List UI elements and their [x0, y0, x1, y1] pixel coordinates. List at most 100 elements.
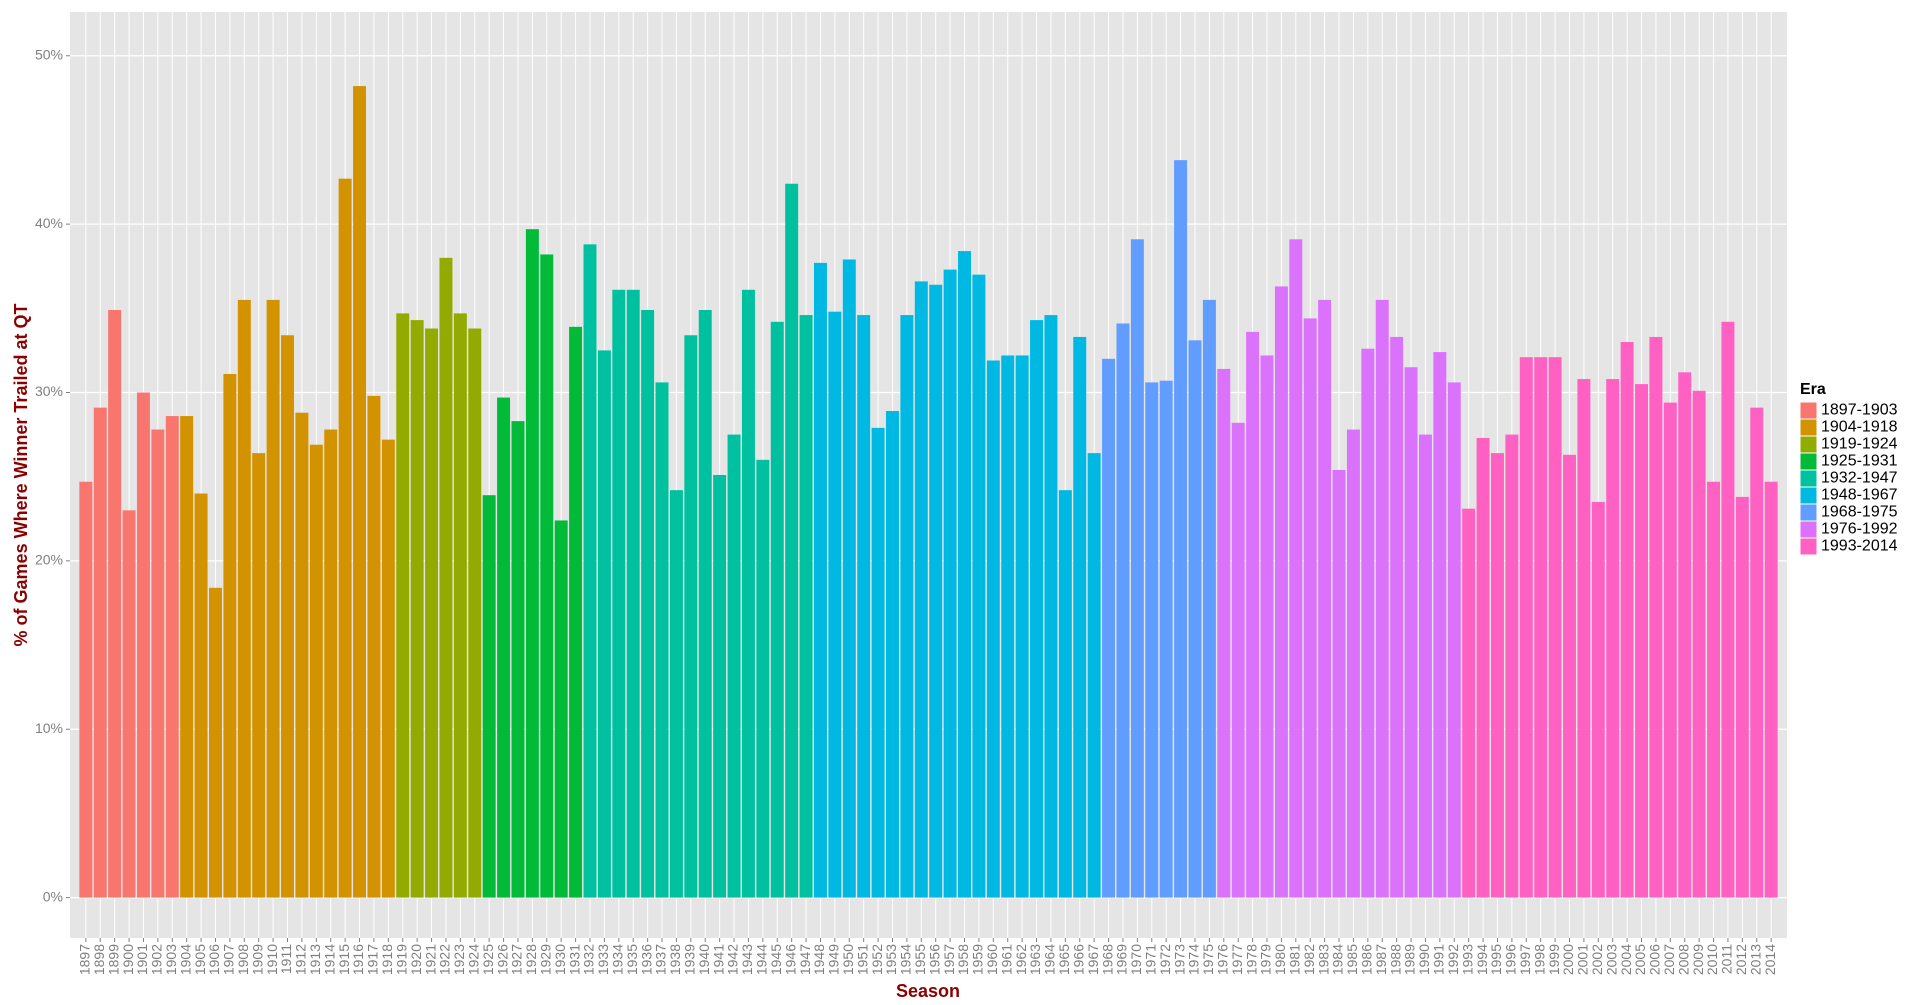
x-tick-label: 2011	[1719, 944, 1735, 974]
bar	[1577, 379, 1591, 898]
bar	[1318, 299, 1332, 898]
x-tick-label: 1937	[653, 944, 669, 975]
bar	[1202, 299, 1216, 898]
bar	[1390, 336, 1404, 898]
bar	[842, 259, 856, 898]
x-tick-label: 1991	[1431, 944, 1447, 975]
x-tick-label: 1979	[1258, 944, 1274, 975]
bar	[871, 427, 885, 898]
x-tick-label: 1958	[955, 944, 971, 975]
x-tick-label: 1941	[710, 944, 726, 975]
x-tick-label: 1907	[221, 944, 237, 975]
x-tick-label: 1918	[379, 944, 395, 975]
bar	[194, 493, 208, 898]
bar	[756, 459, 770, 898]
bar	[381, 439, 395, 898]
x-tick-label: 1992	[1445, 944, 1461, 975]
bar	[641, 310, 655, 898]
x-tick-label: 1944	[754, 944, 770, 975]
x-tick-label: 2001	[1575, 944, 1591, 975]
bar	[1289, 239, 1303, 898]
x-tick-label: 1971	[1142, 944, 1158, 975]
x-tick-label: 1993	[1459, 944, 1475, 975]
x-tick-label: 1929	[537, 944, 553, 975]
legend-key	[1799, 503, 1818, 522]
bar	[209, 587, 222, 898]
bar	[828, 311, 842, 898]
bar	[1462, 508, 1476, 898]
bar	[1764, 481, 1778, 898]
x-tick-label: 1974	[1186, 944, 1202, 975]
x-tick-label: 1989	[1402, 944, 1418, 975]
x-tick-label: 1936	[638, 944, 654, 975]
bar	[1231, 422, 1245, 898]
bar	[1246, 331, 1260, 898]
x-tick-label: 2010	[1704, 944, 1720, 975]
x-tick-label: 2008	[1675, 944, 1691, 975]
bar	[540, 254, 554, 898]
x-tick-label: 2000	[1560, 944, 1576, 975]
x-tick-label: 1967	[1085, 944, 1101, 975]
legend-title: Era	[1800, 381, 1826, 398]
bar	[1174, 160, 1188, 898]
x-tick-label: 1943	[739, 944, 755, 975]
bar	[252, 453, 266, 898]
x-tick-label: 1959	[970, 944, 986, 975]
bar	[799, 315, 813, 898]
legend-key	[1799, 486, 1818, 505]
bar	[943, 269, 957, 898]
legend-key	[1799, 401, 1818, 420]
bar	[1260, 355, 1274, 898]
bar	[929, 284, 943, 898]
x-tick-label: 1897	[77, 944, 93, 975]
y-tick-label: 10%	[35, 720, 63, 736]
bar	[468, 328, 482, 898]
bar	[309, 444, 323, 898]
legend-label: 1919-1924	[1821, 436, 1898, 453]
bar	[1519, 357, 1533, 898]
x-tick-label: 1972	[1157, 944, 1173, 975]
legend-label: 1897-1903	[1821, 402, 1898, 419]
bar	[914, 281, 928, 898]
x-tick-label: 1995	[1488, 944, 1504, 975]
x-tick-label: 2003	[1603, 944, 1619, 975]
bar	[1433, 352, 1447, 898]
bar	[396, 313, 410, 898]
x-tick-label: 2012	[1733, 944, 1749, 975]
bar	[1404, 367, 1418, 898]
bar	[93, 407, 107, 898]
bar	[1188, 340, 1202, 898]
bar	[1102, 358, 1116, 898]
bar	[1620, 341, 1634, 898]
bar	[626, 289, 640, 898]
x-tick-label: 1901	[134, 944, 150, 975]
legend-key	[1799, 435, 1818, 454]
x-tick-label: 1950	[840, 944, 856, 975]
x-tick-label: 1961	[998, 944, 1014, 975]
bar	[1663, 402, 1677, 898]
bar	[511, 421, 525, 898]
bar	[554, 520, 568, 898]
bar	[886, 411, 899, 898]
x-tick-label: 1898	[91, 944, 107, 975]
legend-label: 1968-1975	[1821, 504, 1898, 521]
x-tick-label: 1935	[624, 944, 640, 975]
y-tick-label: 0%	[43, 888, 63, 904]
x-tick-label: 1917	[365, 944, 381, 975]
x-tick-label: 1952	[869, 944, 885, 975]
x-tick-label: 1994	[1474, 944, 1490, 975]
x-tick-label: 1921	[422, 944, 438, 975]
x-tick-label: 1998	[1531, 944, 1547, 975]
x-tick-label: 1985	[1344, 944, 1360, 975]
x-tick-label: 1990	[1416, 944, 1432, 975]
x-tick-label: 1903	[163, 944, 179, 975]
x-tick-label: 1920	[408, 944, 424, 975]
bar	[324, 429, 338, 898]
x-tick-label: 1926	[494, 944, 510, 975]
legend-key	[1799, 537, 1818, 556]
x-tick-label: 1940	[696, 944, 712, 975]
x-tick-label: 2007	[1661, 944, 1677, 975]
x-tick-label: 1949	[826, 944, 842, 975]
x-tick-label: 1988	[1387, 944, 1403, 975]
x-tick-label: 1904	[177, 944, 193, 975]
